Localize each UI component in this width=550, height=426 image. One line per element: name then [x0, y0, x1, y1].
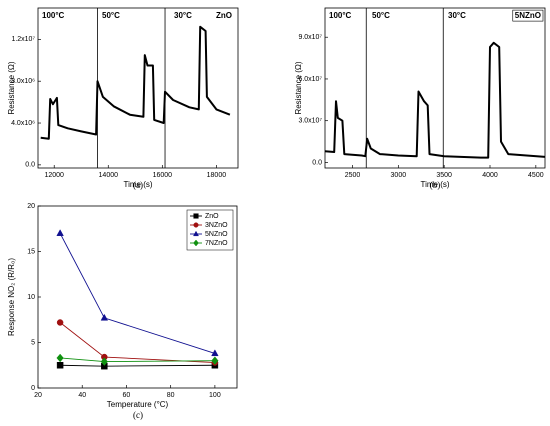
y-axis-label: Resistance (Ω)	[7, 61, 16, 114]
x-tick-label: 4500	[528, 172, 544, 179]
data-line	[40, 25, 231, 140]
x-tick-label: 3500	[436, 172, 452, 179]
marker	[56, 362, 64, 369]
y-tick-label: 5	[31, 339, 35, 346]
annotation: ZnO	[216, 11, 232, 20]
x-tick-label: 16000	[153, 172, 173, 179]
y-tick-label: 3.0x10⁷	[298, 118, 322, 125]
y-tick-label: 15	[27, 248, 35, 255]
y-tick-label: 10	[27, 294, 35, 301]
x-tick-label: 100	[209, 392, 221, 399]
legend-label: 5NZnO	[205, 231, 228, 238]
y-tick-label: 0.0	[312, 159, 322, 166]
annotation: 50°C	[372, 11, 390, 20]
data-line	[324, 41, 546, 159]
x-tick-label: 2500	[345, 172, 361, 179]
y-tick-label: 20	[27, 203, 35, 210]
y-tick-label: 9.0x10⁷	[298, 34, 322, 41]
x-axis-label: Temperature (°C)	[107, 400, 169, 409]
marker	[193, 222, 199, 228]
x-tick-label: 40	[78, 392, 86, 399]
x-tick-label: 60	[123, 392, 131, 399]
x-axis-label: Time (s)	[420, 180, 449, 189]
annotation: 100°C	[42, 11, 65, 20]
x-tick-label: 4000	[482, 172, 498, 179]
x-tick-label: 20	[34, 392, 42, 399]
legend-label: ZnO	[205, 213, 219, 220]
annotation: 100°C	[329, 11, 352, 20]
annotation-box	[512, 9, 544, 22]
annotation: 30°C	[448, 11, 466, 20]
y-tick-label: 8.0x10⁶	[11, 78, 35, 85]
marker	[100, 313, 109, 321]
marker	[56, 229, 64, 236]
y-tick-label: 1.2x10⁷	[11, 36, 35, 43]
series-line	[60, 364, 215, 367]
x-tick-label: 80	[167, 392, 175, 399]
y-tick-label: 4.0x10⁶	[11, 120, 35, 127]
annotation: 5NZnO	[515, 11, 541, 20]
marker	[193, 239, 199, 247]
marker	[211, 349, 219, 357]
legend-label: 3NZnO	[205, 222, 228, 229]
x-tick-label: 3000	[391, 172, 407, 179]
legend-label: 7NZnO	[205, 240, 228, 247]
y-tick-label: 0	[31, 385, 35, 392]
y-axis-label: Response NO₂ (R/R₀)	[7, 258, 16, 336]
caption: (b)	[430, 180, 441, 190]
series-line	[59, 233, 216, 354]
caption: (c)	[133, 410, 143, 420]
marker	[211, 356, 219, 365]
y-tick-label: 0.0	[25, 162, 35, 169]
caption: (a)	[133, 180, 143, 190]
marker	[193, 230, 199, 237]
marker	[193, 213, 199, 219]
x-tick-label: 14000	[99, 172, 119, 179]
annotation: 50°C	[102, 11, 120, 20]
y-axis-label: Resistance (Ω)	[294, 61, 303, 114]
marker	[56, 319, 64, 326]
x-tick-label: 18000	[207, 172, 227, 179]
plot-frame	[324, 7, 546, 169]
y-tick-label: 6.0x10⁷	[298, 76, 322, 83]
plot-frame	[37, 7, 239, 169]
annotation: 30°C	[174, 11, 192, 20]
x-axis-label: Time (s)	[123, 180, 152, 189]
x-tick-label: 12000	[44, 172, 64, 179]
marker	[100, 357, 108, 366]
marker	[56, 353, 64, 363]
